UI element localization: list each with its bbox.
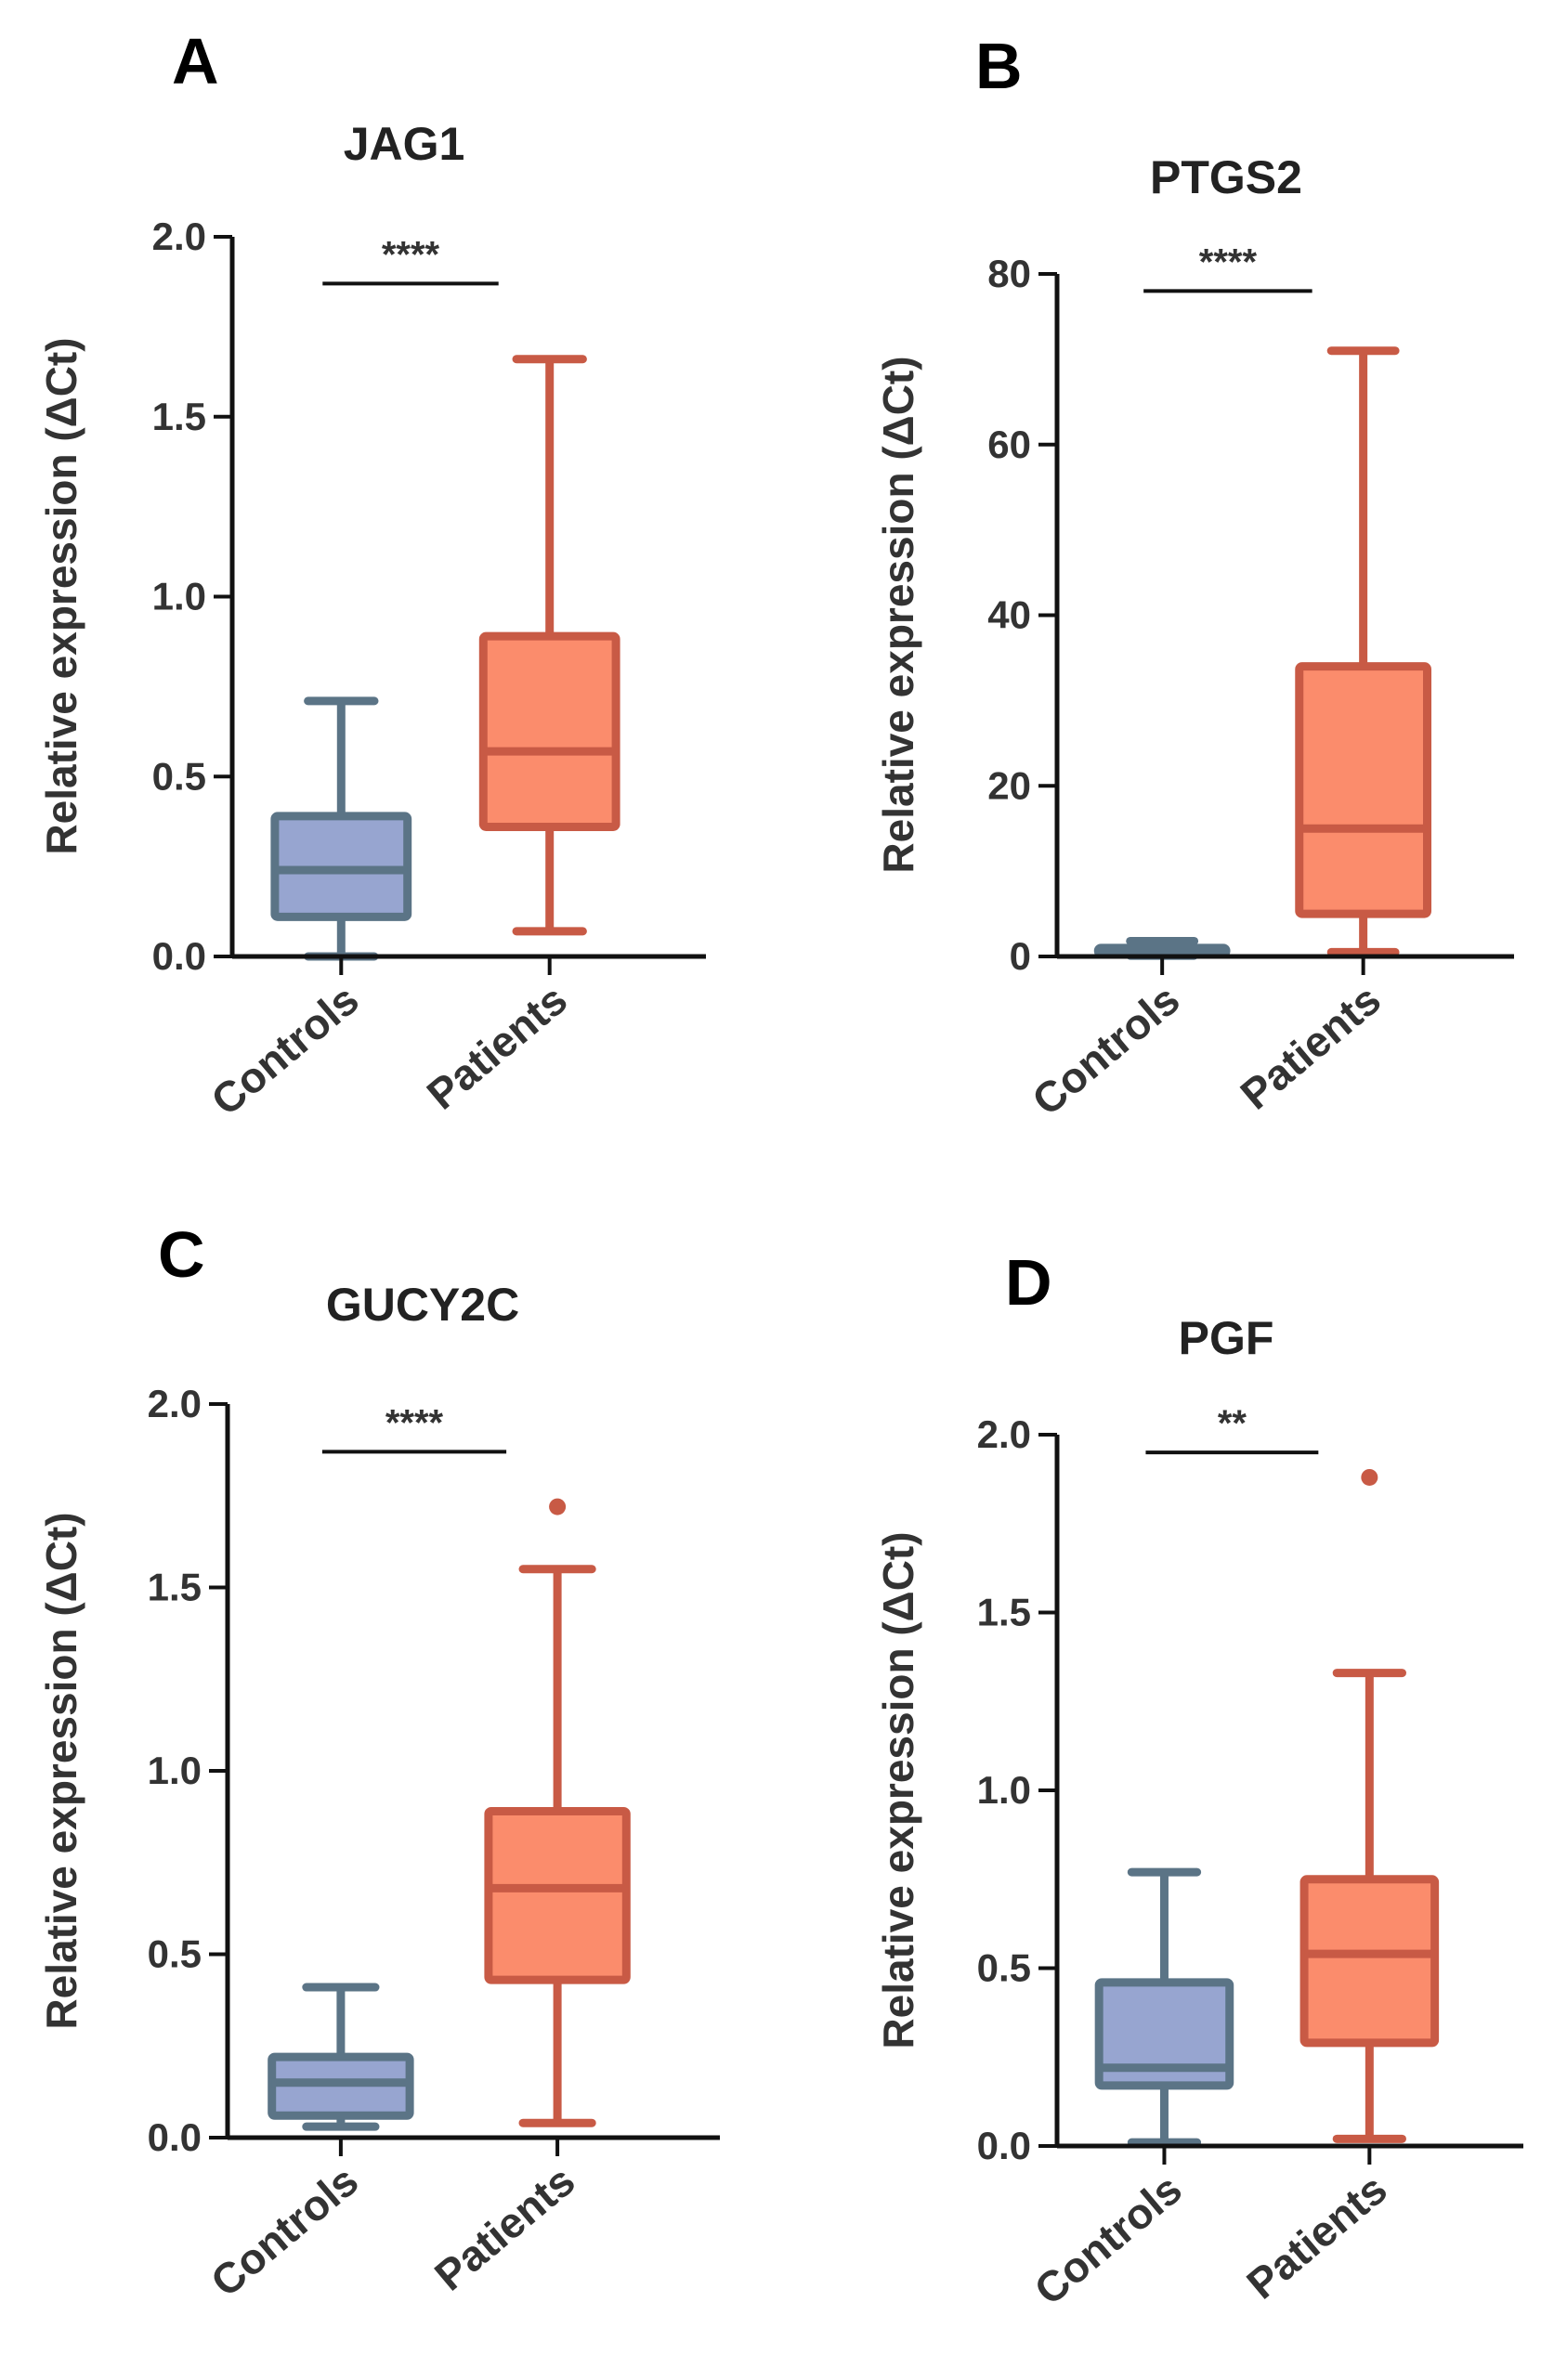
panel-d-y-ticks: 0.0 0.5 1.0 1.5 2.0 xyxy=(977,1412,1057,2167)
panel-b-y-tick-label: 60 xyxy=(987,423,1031,466)
panel-c-title: GUCY2C xyxy=(326,1279,519,1331)
panel-c-patients-outlier xyxy=(549,1498,567,1515)
panel-b-y-axis-label: Relative expression (ΔCt) xyxy=(874,356,922,873)
panel-d-boxes xyxy=(1094,1468,1440,2147)
panel-a-title: JAG1 xyxy=(344,118,465,170)
panel-a-y-tick-label: 0.5 xyxy=(152,754,206,798)
panel-c-y-axis-label: Relative expression (ΔCt) xyxy=(37,1512,85,2029)
panel-c-boxes xyxy=(268,1498,631,2131)
panel-c-letter: C xyxy=(158,1218,205,1291)
panel-a-letter: A xyxy=(172,25,219,98)
panel-d-y-tick-label: 0.5 xyxy=(977,1946,1031,1990)
panel-c-y-tick-label: 1.0 xyxy=(148,1749,202,1792)
panel-d-patients-box xyxy=(1299,1875,1440,2048)
panel-a-y-ticks: 0.0 0.5 1.0 1.5 2.0 xyxy=(152,215,232,978)
panel-a-y-tick-label: 2.0 xyxy=(152,215,206,258)
panel-d-patients-outlier xyxy=(1361,1468,1378,1486)
panel-a-significance-label: **** xyxy=(382,234,440,275)
panel-c-y-ticks: 0.0 0.5 1.0 1.5 2.0 xyxy=(148,1382,228,2159)
panel-b-y-ticks: 0 20 40 60 80 xyxy=(987,252,1057,978)
panel-b-boxes xyxy=(1093,346,1432,960)
panel-d-controls-box xyxy=(1094,1978,1234,2090)
panel-d-y-tick-label: 0.0 xyxy=(977,2124,1031,2167)
panel-d-axes xyxy=(1054,1435,1523,2165)
panel-b-y-tick-label: 80 xyxy=(987,252,1031,295)
panel-b-y-tick-label: 20 xyxy=(987,763,1031,807)
panel-a-y-tick-label: 1.0 xyxy=(152,575,206,618)
panel-d-y-axis-label: Relative expression (ΔCt) xyxy=(874,1531,922,2048)
panel-b-y-tick-label: 0 xyxy=(1010,934,1031,978)
panel-a-patients-box xyxy=(478,631,620,831)
panel-c-patients-box xyxy=(484,1806,631,1984)
panel-b-letter: B xyxy=(975,30,1023,102)
panel-a-boxes xyxy=(270,355,620,961)
panel-c-y-tick-label: 2.0 xyxy=(148,1382,202,1425)
panel-d-letter: D xyxy=(1005,1246,1052,1319)
panel-b-significance: **** xyxy=(1143,241,1312,293)
panel-d-y-tick-label: 2.0 xyxy=(977,1412,1031,1456)
panel-c-axes xyxy=(225,1404,720,2156)
panel-d-y-tick-label: 1.0 xyxy=(977,1768,1031,1812)
panel-b-patients-box xyxy=(1295,662,1432,918)
panel-c-significance-label: **** xyxy=(385,1402,444,1443)
panel-a-axes xyxy=(229,237,706,975)
panel-a-y-axis-label: Relative expression (ΔCt) xyxy=(37,337,85,854)
panel-b-title: PTGS2 xyxy=(1150,151,1302,203)
panel-b-significance-label: **** xyxy=(1199,241,1258,282)
panel-a-y-tick-label: 1.5 xyxy=(152,395,206,438)
panel-c-y-tick-label: 1.5 xyxy=(148,1566,202,1609)
panel-d-y-tick-label: 1.5 xyxy=(977,1591,1031,1634)
panel-b-y-tick-label: 40 xyxy=(987,593,1031,637)
panel-d-significance: ** xyxy=(1145,1403,1319,1455)
panel-c-y-tick-label: 0.5 xyxy=(148,1932,202,1976)
panel-c-significance: **** xyxy=(321,1402,507,1454)
panel-d-title: PGF xyxy=(1179,1312,1274,1364)
panel-a-y-tick-label: 0.0 xyxy=(152,934,206,978)
panel-b-axes xyxy=(1054,274,1514,975)
panel-d-significance-label: ** xyxy=(1218,1403,1247,1444)
panel-c-y-tick-label: 0.0 xyxy=(148,2115,202,2159)
panel-a-significance: **** xyxy=(322,234,499,286)
